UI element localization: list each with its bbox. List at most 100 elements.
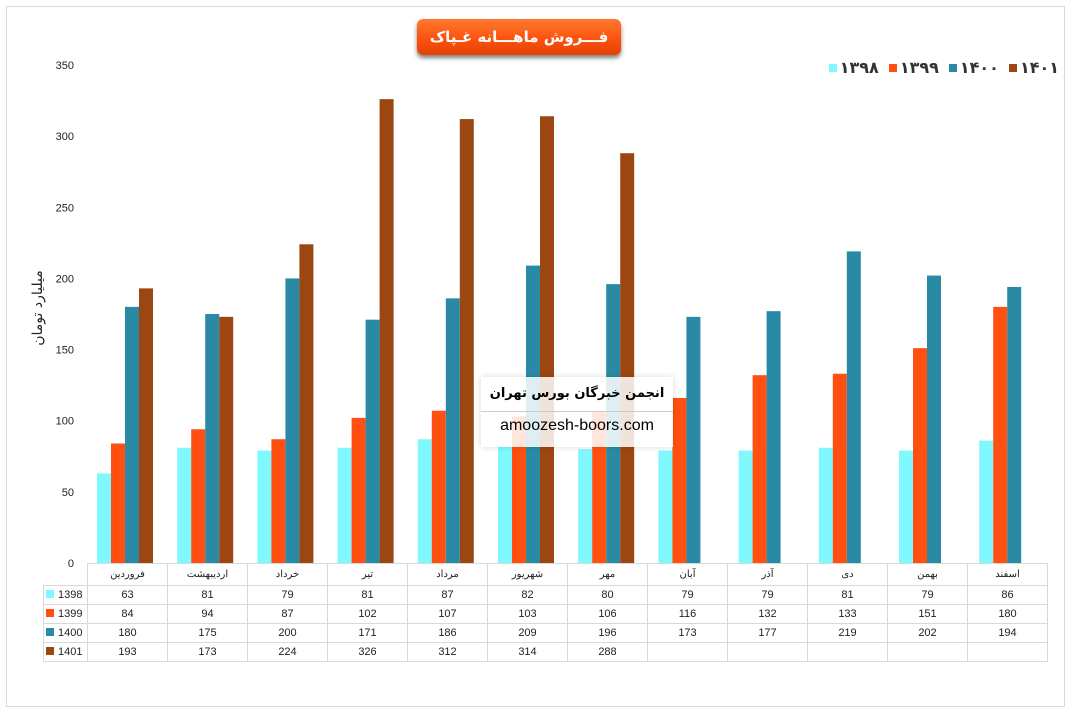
table-cell: 173 xyxy=(647,623,728,643)
bar-1399-4 xyxy=(431,410,446,563)
category-label: اسفند xyxy=(967,563,1048,586)
y-tick-label: 100 xyxy=(56,416,74,428)
table-cell: 173 xyxy=(167,642,248,662)
y-tick-label: 250 xyxy=(56,202,74,214)
bar-1399-0 xyxy=(111,443,125,563)
legend-item: ۱۳۹۸ xyxy=(828,58,879,77)
bar-1399-10 xyxy=(913,348,927,563)
table-cell: 132 xyxy=(727,604,808,624)
bar-1398-0 xyxy=(97,473,111,563)
watermark-url: amoozesh-boors.com xyxy=(481,411,673,435)
table-cell xyxy=(727,642,808,662)
category-label: مهر xyxy=(567,563,648,586)
y-tick-label: 200 xyxy=(56,273,74,285)
table-cell: 209 xyxy=(487,623,568,643)
bar-1398-1 xyxy=(177,447,192,563)
table-cell xyxy=(967,642,1048,662)
table-cell: 171 xyxy=(327,623,408,643)
bar-1399-7 xyxy=(672,397,687,563)
bar-1400-8 xyxy=(766,311,781,563)
bar-1398-4 xyxy=(417,439,432,563)
series-label: 1399 xyxy=(43,604,88,624)
bar-1400-7 xyxy=(686,316,701,563)
bar-1398-5 xyxy=(498,446,512,563)
table-cell: 87 xyxy=(407,585,488,605)
bar-1401-5 xyxy=(540,116,554,564)
bar-1401-1 xyxy=(219,316,234,563)
bar-1400-10 xyxy=(927,275,941,563)
legend-swatch xyxy=(888,63,897,72)
bar-1398-11 xyxy=(979,440,994,563)
table-cell: 82 xyxy=(487,585,568,605)
table-cell: 87 xyxy=(247,604,328,624)
data-table: فروردین اردیبهشت خرداد تیر مرداد شهریور مهر آبا… xyxy=(43,563,1048,662)
table-cell: 314 xyxy=(487,642,568,662)
bar-1398-2 xyxy=(257,450,272,563)
legend-item: ۱۳۹۹ xyxy=(888,58,939,77)
bar-1400-9 xyxy=(846,251,861,563)
bar-1399-3 xyxy=(351,417,366,563)
table-cell: 86 xyxy=(967,585,1048,605)
table-cell: 79 xyxy=(247,585,328,605)
table-cell: 326 xyxy=(327,642,408,662)
table-header-row: فروردین اردیبهشت خرداد تیر مرداد شهریور مهر آبا… xyxy=(43,563,1048,586)
table-row: 1399 84 94 87 102 107 103 106 116 132 133 151 180 xyxy=(43,604,1048,624)
legend-swatch xyxy=(1008,63,1017,72)
bar-1398-9 xyxy=(818,447,833,563)
table-cell: 79 xyxy=(727,585,808,605)
bar-1398-8 xyxy=(738,450,753,563)
bar-1401-2 xyxy=(299,244,314,563)
table-cell: 202 xyxy=(887,623,968,643)
legend-item: ۱۴۰۰ xyxy=(948,58,999,77)
table-cell: 219 xyxy=(807,623,888,643)
category-label: آبان xyxy=(647,563,728,586)
table-cell: 177 xyxy=(727,623,808,643)
watermark-name: انجمن خبرگان بورس تهران xyxy=(489,386,665,401)
y-tick-label: 300 xyxy=(56,131,74,143)
table-cell: 94 xyxy=(167,604,248,624)
bar-1400-2 xyxy=(285,278,300,563)
bar-1398-3 xyxy=(337,447,352,563)
bar-1400-3 xyxy=(365,319,380,563)
category-label: تیر xyxy=(327,563,408,586)
bar-1400-11 xyxy=(1007,286,1022,563)
table-cell: 194 xyxy=(967,623,1048,643)
table-cell: 103 xyxy=(487,604,568,624)
bar-1401-3 xyxy=(379,99,394,564)
table-cell: 151 xyxy=(887,604,968,624)
legend: ۱۳۹۸ ۱۳۹۹ ۱۴۰۰ ۱۴۰۱ xyxy=(828,58,1059,77)
table-cell: 133 xyxy=(807,604,888,624)
y-axis-label: میلیارد تومان xyxy=(30,270,46,346)
table-cell: 106 xyxy=(567,604,648,624)
bar-1401-4 xyxy=(459,119,474,563)
legend-label: ۱۳۹۸ xyxy=(839,58,879,77)
table-cell: 180 xyxy=(87,623,168,643)
table-row: 1401 193 173 224 326 312 314 288 xyxy=(43,642,1048,662)
table-cell: 81 xyxy=(327,585,408,605)
chart-title: فـــروش ماهـــانه غـپاک xyxy=(417,19,621,55)
bar-1400-0 xyxy=(125,306,139,563)
table-cell: 196 xyxy=(567,623,648,643)
table-cell: 107 xyxy=(407,604,488,624)
bar-1399-1 xyxy=(191,429,206,563)
table-cell: 312 xyxy=(407,642,488,662)
table-cell: 186 xyxy=(407,623,488,643)
bar-1401-6 xyxy=(620,153,635,563)
category-label: فروردین xyxy=(87,563,168,586)
category-label: آذر xyxy=(727,563,808,586)
bar-1401-0 xyxy=(139,288,153,563)
table-cell: 116 xyxy=(647,604,728,624)
table-cell: 81 xyxy=(807,585,888,605)
category-label: دی xyxy=(807,563,888,586)
bar-1399-5 xyxy=(512,416,526,563)
category-label: مرداد xyxy=(407,563,488,586)
category-label: بهمن xyxy=(887,563,968,586)
legend-swatch xyxy=(948,63,957,72)
bar-1398-7 xyxy=(658,450,673,563)
table-cell xyxy=(887,642,968,662)
category-label: خرداد xyxy=(247,563,328,586)
bar-1399-6 xyxy=(592,412,607,563)
category-label: اردیبهشت xyxy=(167,563,248,586)
bar-1399-8 xyxy=(752,375,767,563)
